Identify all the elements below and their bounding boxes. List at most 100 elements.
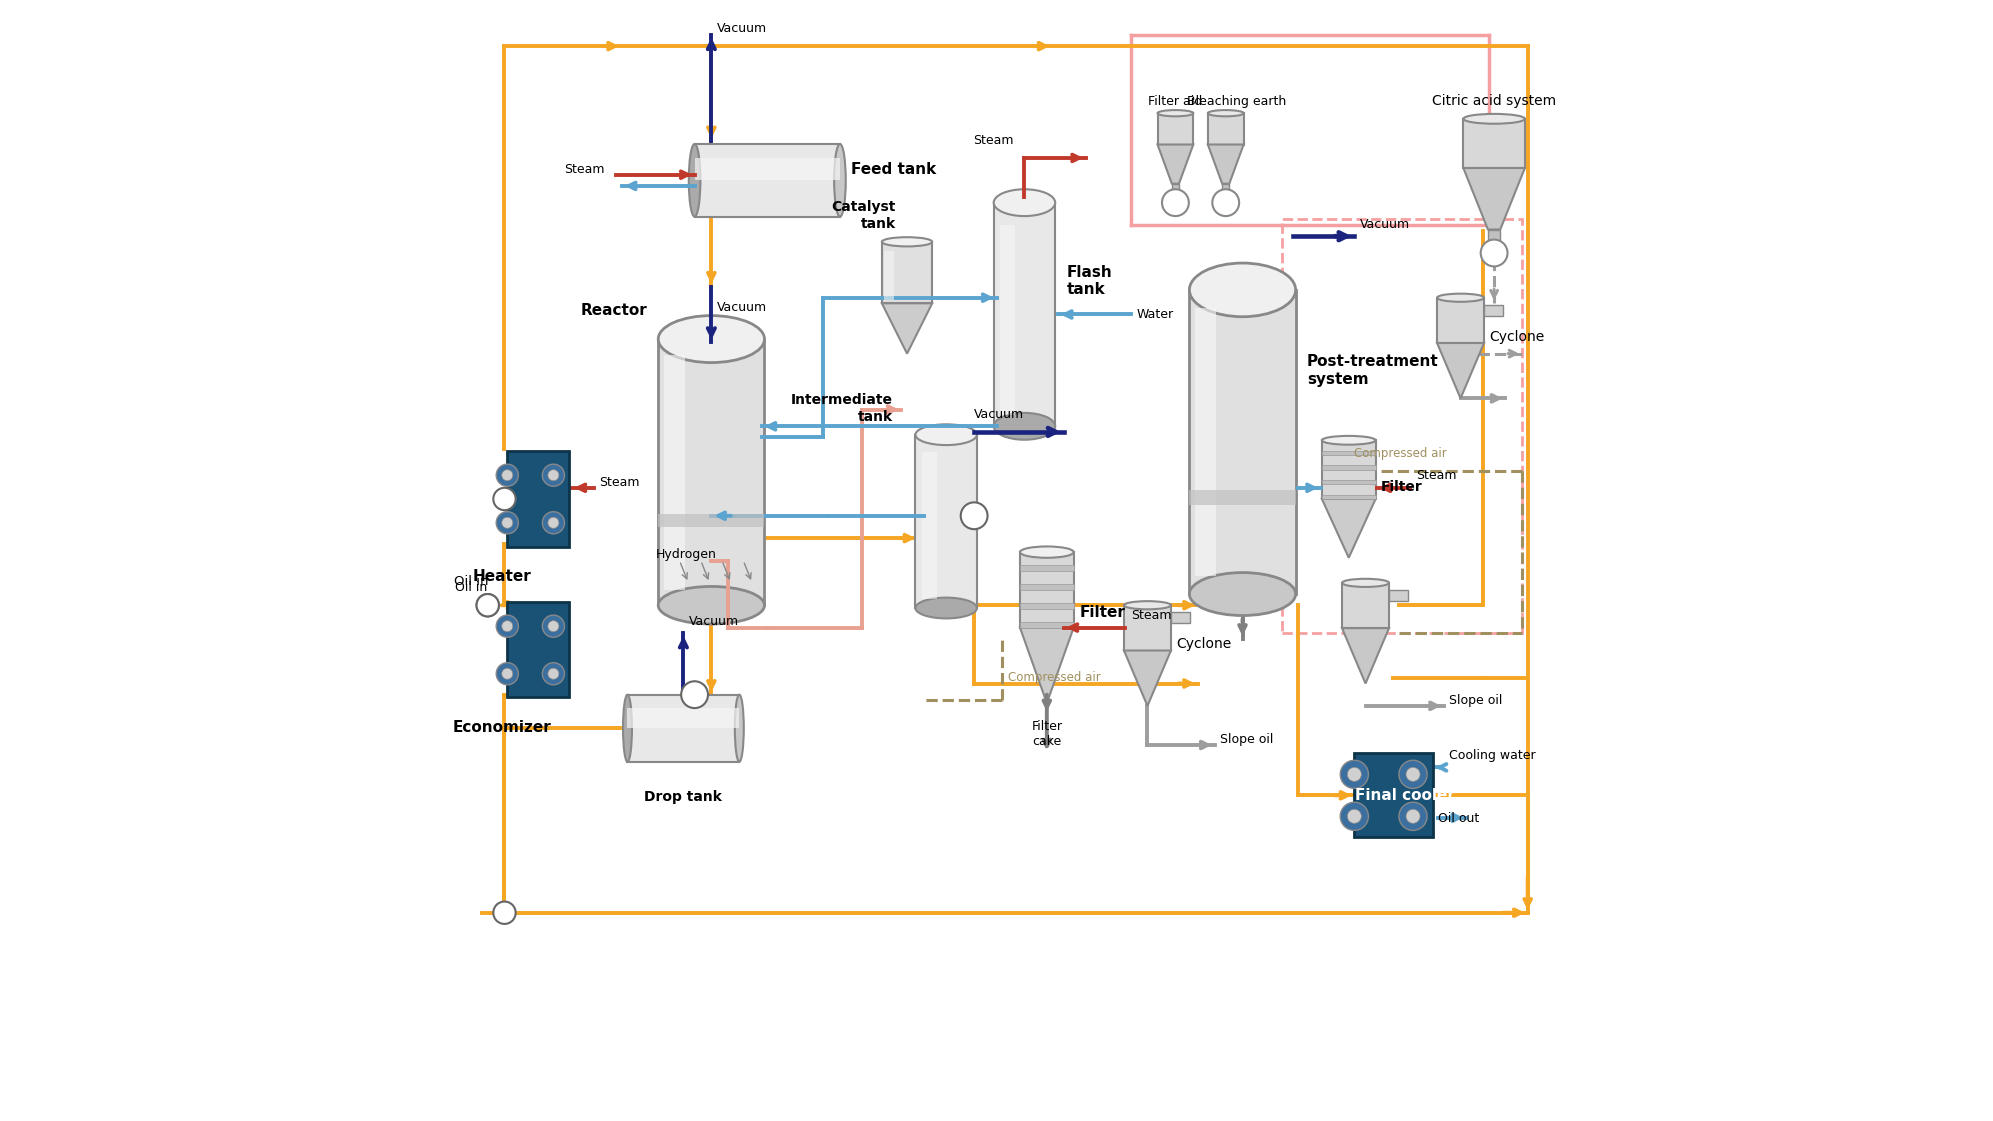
Bar (1124, 605, 1172, 650)
Circle shape (496, 464, 518, 487)
Bar (1000, 225, 1014, 415)
Circle shape (1399, 760, 1427, 788)
Ellipse shape (1341, 578, 1389, 587)
Text: Vacuum: Vacuum (717, 302, 767, 315)
Bar (881, 242, 933, 304)
Ellipse shape (835, 143, 845, 216)
Ellipse shape (1158, 110, 1194, 117)
Bar (1172, 184, 1180, 192)
Circle shape (1347, 809, 1361, 823)
Text: Vacuum: Vacuum (717, 22, 767, 35)
Ellipse shape (1190, 263, 1295, 317)
Circle shape (502, 621, 512, 632)
Circle shape (502, 517, 512, 528)
Bar (995, 203, 1054, 426)
Bar (508, 602, 568, 697)
Bar (658, 339, 765, 605)
Bar (1190, 490, 1295, 504)
Text: Vacuum: Vacuum (1359, 217, 1409, 231)
Text: Filter: Filter (1080, 605, 1126, 620)
Text: Steam: Steam (1130, 609, 1172, 622)
Circle shape (1399, 803, 1427, 831)
Text: Intermediate
tank: Intermediate tank (791, 393, 893, 424)
Circle shape (1481, 240, 1507, 267)
Circle shape (1339, 803, 1369, 831)
Circle shape (496, 663, 518, 685)
Circle shape (548, 668, 558, 679)
Polygon shape (1437, 343, 1485, 398)
Bar (628, 695, 739, 762)
Text: Compressed air: Compressed air (1008, 671, 1100, 685)
Ellipse shape (1321, 436, 1375, 445)
Text: Cooling water: Cooling water (1449, 749, 1537, 762)
Bar (1020, 565, 1074, 571)
Bar (1321, 465, 1375, 470)
Circle shape (1339, 760, 1369, 788)
Text: Slope oil: Slope oil (1220, 733, 1274, 745)
Bar (1020, 584, 1074, 590)
Text: Hydrogen: Hydrogen (656, 548, 715, 562)
Text: Reactor: Reactor (580, 304, 648, 318)
Bar (1389, 590, 1407, 601)
Circle shape (476, 594, 498, 617)
Bar (1158, 113, 1194, 145)
Text: Vacuum: Vacuum (975, 408, 1024, 420)
Text: Economizer: Economizer (452, 720, 550, 735)
Text: Filter
cake: Filter cake (1030, 720, 1062, 748)
Ellipse shape (995, 189, 1054, 216)
Text: Cyclone: Cyclone (1489, 330, 1545, 344)
Polygon shape (1158, 145, 1194, 184)
Text: Bleaching earth: Bleaching earth (1188, 94, 1287, 108)
Text: Catalyst
tank: Catalyst tank (831, 201, 897, 231)
Bar (1208, 113, 1244, 145)
Polygon shape (1020, 628, 1074, 703)
Text: Heater: Heater (472, 568, 530, 584)
Bar (664, 354, 686, 590)
Ellipse shape (1124, 601, 1172, 610)
Bar (921, 452, 937, 600)
Bar (1020, 622, 1074, 628)
Text: Filter: Filter (1381, 480, 1423, 494)
Circle shape (502, 470, 512, 481)
Circle shape (1162, 189, 1190, 216)
Text: Citric acid system: Citric acid system (1433, 94, 1557, 108)
Bar (1321, 494, 1375, 499)
Polygon shape (1208, 145, 1244, 184)
Ellipse shape (1463, 114, 1525, 123)
Circle shape (494, 901, 516, 924)
Bar (1489, 230, 1501, 242)
Ellipse shape (658, 586, 765, 624)
Text: Filter aid: Filter aid (1148, 94, 1202, 108)
Circle shape (476, 594, 498, 617)
Bar (508, 452, 568, 547)
Text: Steam: Steam (973, 133, 1012, 147)
Text: Compressed air: Compressed air (1355, 447, 1447, 460)
Bar (1321, 441, 1375, 499)
Text: Slope oil: Slope oil (1449, 694, 1503, 706)
Bar (1321, 480, 1375, 484)
Bar (885, 251, 895, 300)
Bar (1321, 451, 1375, 455)
Text: Cyclone: Cyclone (1176, 638, 1232, 651)
Bar (915, 435, 977, 608)
Bar (1222, 184, 1230, 192)
Circle shape (548, 621, 558, 632)
Ellipse shape (915, 425, 977, 445)
Bar (1437, 298, 1485, 343)
Text: Steam: Steam (1415, 470, 1457, 482)
Circle shape (502, 668, 512, 679)
Bar (1190, 290, 1295, 594)
Polygon shape (1341, 628, 1389, 684)
Bar (1281, 220, 1523, 633)
Circle shape (1347, 767, 1361, 781)
Ellipse shape (624, 695, 632, 762)
Text: Vacuum: Vacuum (690, 614, 739, 628)
Bar (1341, 583, 1389, 628)
Bar (1463, 119, 1525, 168)
Bar (658, 515, 765, 527)
Bar (1020, 553, 1074, 628)
Circle shape (542, 464, 564, 487)
Circle shape (682, 682, 708, 708)
Text: Oil in: Oil in (454, 581, 486, 594)
Text: Final cooler: Final cooler (1355, 788, 1455, 803)
